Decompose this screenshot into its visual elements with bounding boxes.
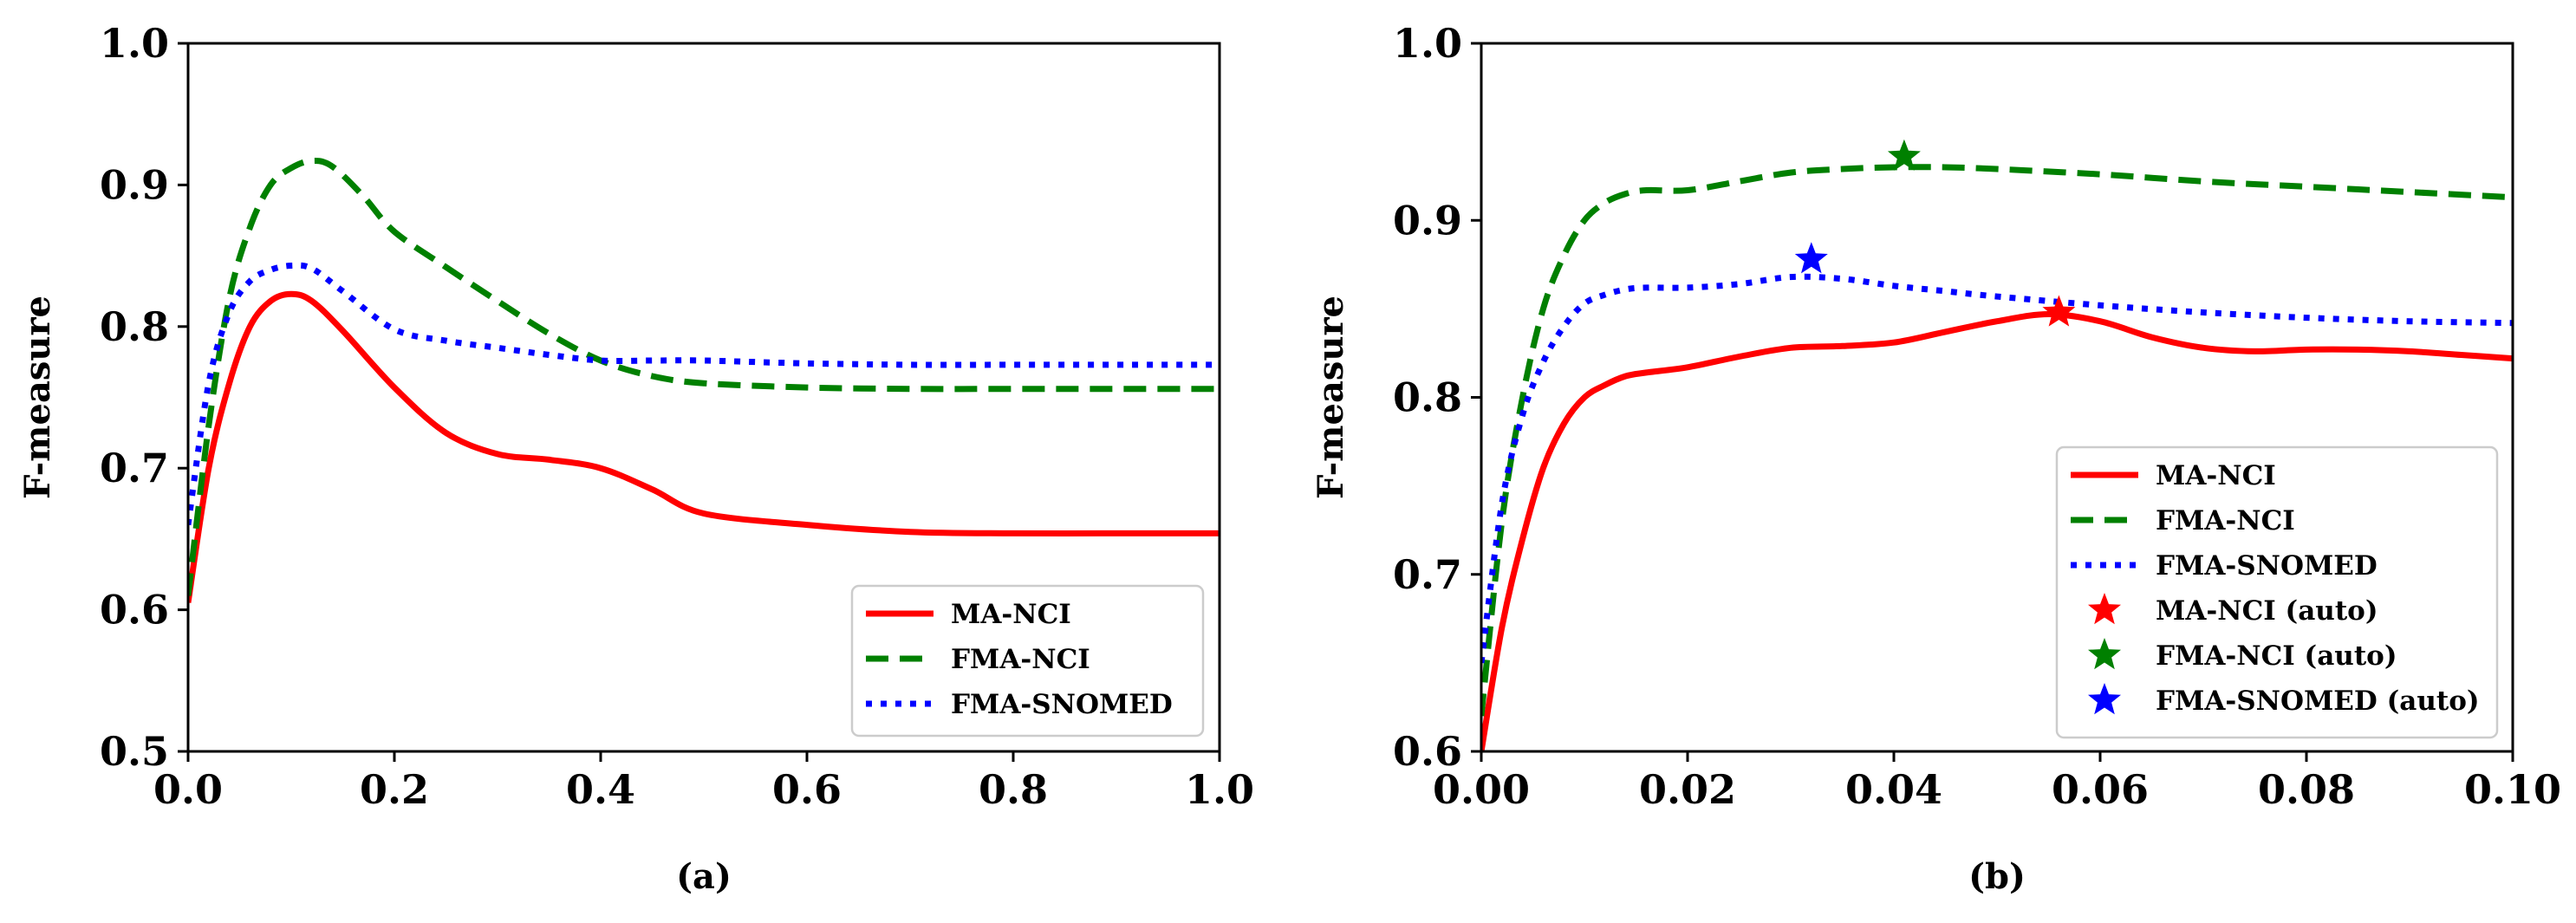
legend-label-2: FMA-SNOMED xyxy=(2156,550,2378,582)
series-line-0 xyxy=(188,290,1220,603)
legend-marker-5 xyxy=(2088,683,2121,715)
x-tick-label: 0.06 xyxy=(2052,766,2149,813)
legend-label-1: FMA-NCI xyxy=(951,644,1090,675)
y-tick-label: 0.9 xyxy=(100,161,169,208)
y-tick-label: 0.8 xyxy=(1393,374,1462,421)
panel-label: (b) xyxy=(1968,856,2026,897)
x-tick-label: 0.02 xyxy=(1639,766,1736,813)
y-tick-label: 1.0 xyxy=(1393,20,1462,67)
legend-marker-3 xyxy=(2088,593,2121,625)
y-tick-label: 1.0 xyxy=(100,20,169,67)
series-line-0 xyxy=(1481,310,2513,751)
x-tick-label: 0.6 xyxy=(772,766,842,813)
legend-label-4: FMA-NCI (auto) xyxy=(2156,640,2397,672)
y-tick-label: 0.6 xyxy=(1393,728,1462,775)
x-tick-label: 0.00 xyxy=(1433,766,1530,813)
x-tick-label: 0.4 xyxy=(566,766,635,813)
y-tick-label: 0.5 xyxy=(100,728,169,775)
x-tick-label: 0.8 xyxy=(979,766,1048,813)
y-axis-label: F-measure xyxy=(17,296,58,499)
y-tick-label: 0.7 xyxy=(100,445,169,491)
chart-a: 0.0 0.2 0.4 0.6 0.8 1.0 0.5 0.6 0.7 0.8 0.9 1.0 F-me… xyxy=(17,20,1254,897)
legend-marker-4 xyxy=(2088,638,2121,670)
legend-label-0: MA-NCI xyxy=(2156,460,2276,491)
legend-box xyxy=(2055,445,2499,739)
legend: MA-NCI FMA-NCI FMA-SNOMED xyxy=(850,584,1205,738)
legend-box xyxy=(850,584,1205,738)
x-tick-label: 0.08 xyxy=(2258,766,2355,813)
auto-point-star-5 xyxy=(1794,242,1828,274)
auto-point-star-4 xyxy=(1887,139,1921,171)
legend-label-3: MA-NCI (auto) xyxy=(2156,595,2378,627)
x-tick-label: 0.0 xyxy=(153,766,223,813)
y-tick-label: 0.7 xyxy=(1393,551,1462,598)
x-tick-label: 0.2 xyxy=(360,766,429,813)
legend-label-2: FMA-SNOMED xyxy=(951,689,1173,720)
series-line-1 xyxy=(188,158,1220,596)
legend-label-0: MA-NCI xyxy=(951,599,1071,630)
legend: MA-NCI FMA-NCI FMA-SNOMED MA-NCI (auto) FMA-… xyxy=(2055,445,2499,739)
plot-frame xyxy=(186,42,1221,753)
y-tick-label: 0.6 xyxy=(100,587,169,634)
series-line-2 xyxy=(1481,273,2513,664)
legend-label-5: FMA-SNOMED (auto) xyxy=(2156,686,2480,717)
chart-b: 0.00 0.02 0.04 0.06 0.08 0.10 0.6 0.7 0.8 0.9 1.0 F… xyxy=(1311,20,2561,897)
auto-point-star-3 xyxy=(2042,295,2076,327)
series-line-2 xyxy=(188,262,1220,526)
x-tick-label: 1.0 xyxy=(1185,766,1254,813)
x-tick-label: 0.10 xyxy=(2464,766,2561,813)
y-tick-label: 0.8 xyxy=(100,303,169,350)
panel-label: (a) xyxy=(676,856,732,897)
y-axis-label: F-measure xyxy=(1311,296,1351,499)
legend-label-1: FMA-NCI xyxy=(2156,505,2295,536)
y-tick-label: 0.9 xyxy=(1393,197,1462,244)
x-tick-label: 0.04 xyxy=(1845,766,1942,813)
